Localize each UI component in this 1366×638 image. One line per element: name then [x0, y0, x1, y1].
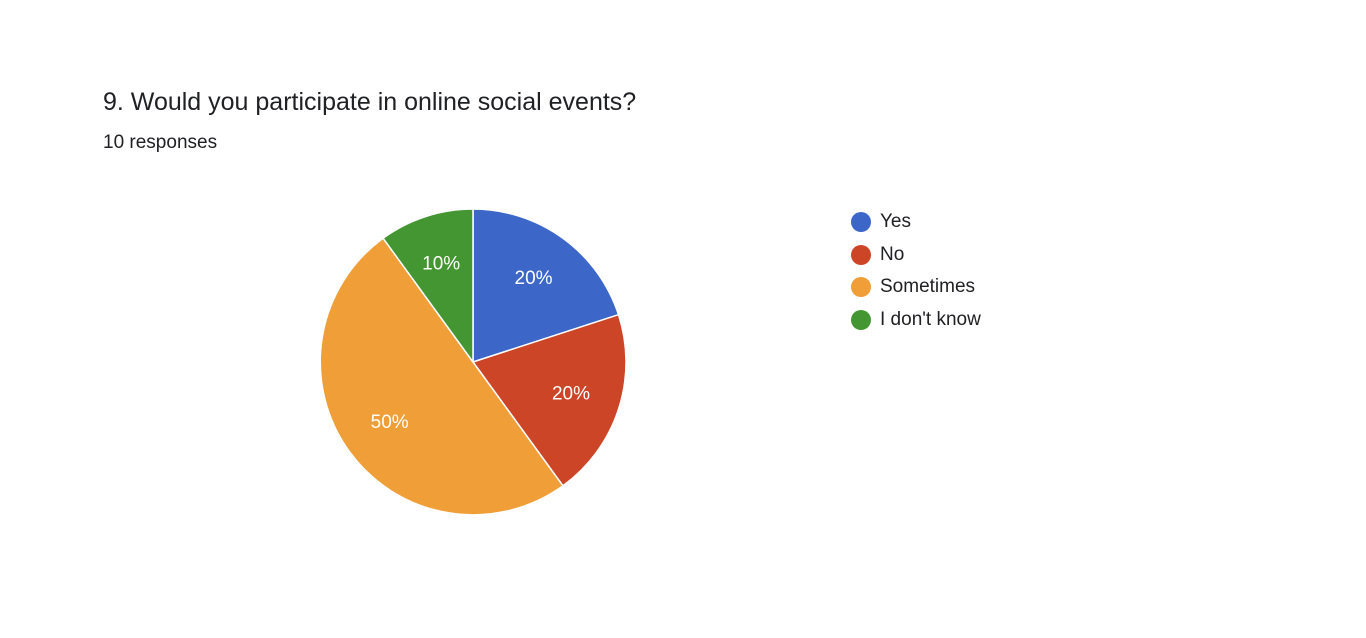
legend-label-sometimes: Sometimes: [880, 276, 976, 298]
pie-slice-no[interactable]: [472, 313, 627, 487]
pie-slice-label-no: 20%: [552, 383, 590, 404]
pie-slice-label-yes: 20%: [515, 268, 553, 289]
legend-swatch-no: [851, 244, 871, 265]
legend-item-yes[interactable]: Yes: [851, 206, 981, 239]
legend-label-i-don-t-know: I don't know: [880, 308, 981, 330]
legend-swatch-i-don-t-know: [851, 309, 871, 330]
legend-swatch-sometimes: [851, 277, 871, 298]
pie-slice-labels: 20% 20% 50% 10%: [371, 254, 590, 434]
pie-slices: [319, 208, 627, 516]
question-title: 9. Would you participate in online socia…: [103, 88, 637, 116]
legend-item-i-don-t-know[interactable]: I don't know: [851, 304, 981, 337]
pie-slice-label-i-don-t-know: 10%: [422, 254, 460, 275]
pie-slice-sometimes[interactable]: [319, 237, 564, 516]
pie-slice-label-sometimes: 50%: [371, 412, 409, 433]
legend-swatch-yes: [851, 212, 871, 233]
legend-label-no: No: [880, 243, 905, 265]
response-count: 10 responses: [103, 132, 218, 153]
legend-label-yes: Yes: [880, 211, 911, 233]
chart-legend: Yes No Sometimes I don't know: [851, 206, 981, 336]
pie-slice-i-don-t-know[interactable]: [382, 208, 474, 363]
legend-item-no[interactable]: No: [851, 239, 981, 272]
legend-item-sometimes[interactable]: Sometimes: [851, 271, 981, 304]
pie-slice-yes[interactable]: [472, 208, 620, 363]
